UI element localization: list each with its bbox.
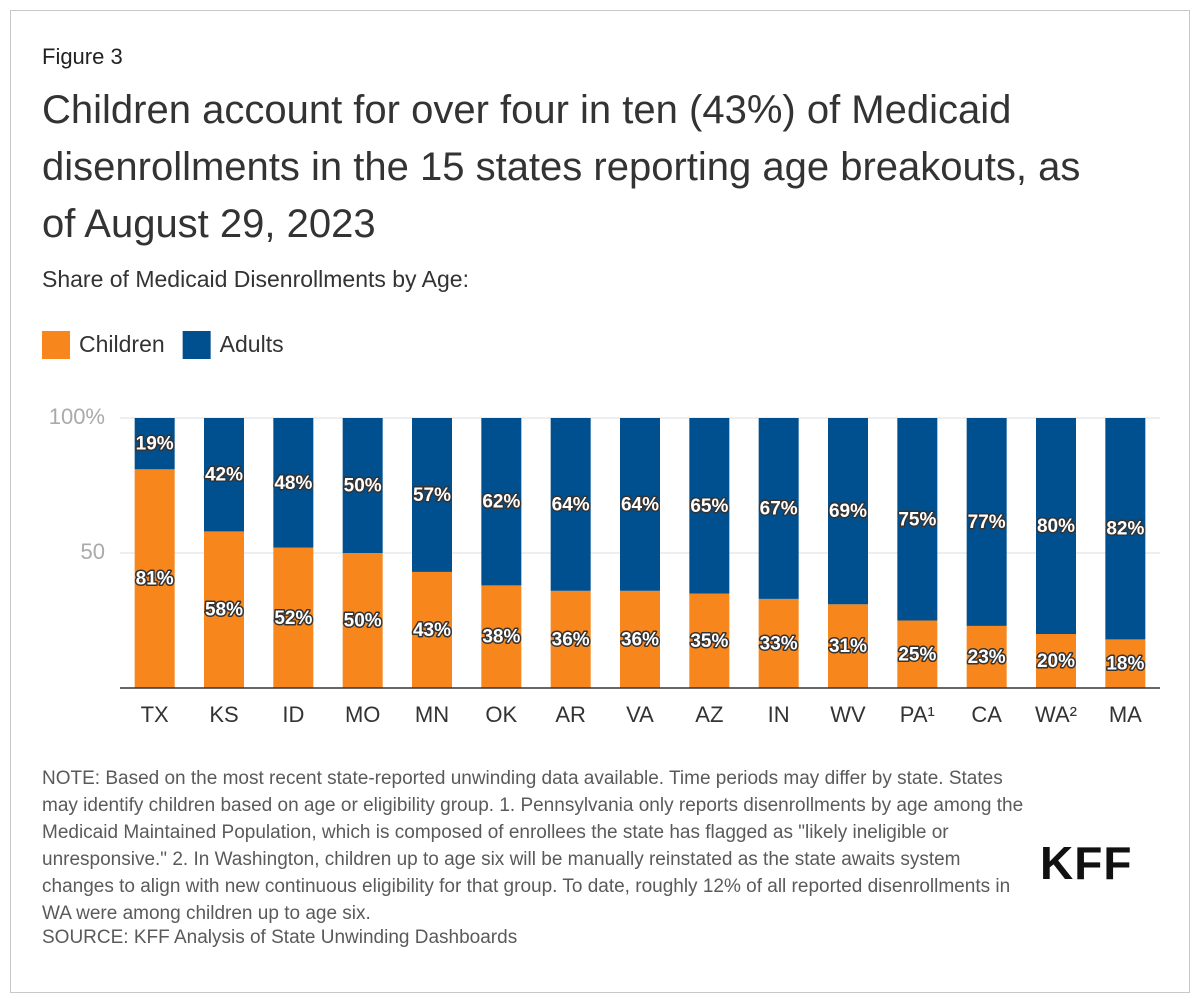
y-tick-label: 50: [81, 539, 105, 564]
data-label: 62%: [482, 492, 520, 513]
bar-segment: [758, 418, 799, 599]
data-label: 43%: [413, 620, 451, 641]
bar-segment: [966, 418, 1007, 626]
legend-label: Adults: [220, 331, 284, 357]
x-tick-label: WA²: [1035, 702, 1077, 727]
data-label: 82%: [1106, 519, 1144, 540]
data-label: 69%: [829, 501, 867, 522]
bar-segment: [620, 590, 660, 688]
bar-segment: [204, 418, 244, 532]
x-tick-label: VA: [626, 702, 654, 727]
bar-segment: [897, 418, 938, 621]
x-tick-label: MA: [1109, 702, 1142, 727]
bar-segment: [758, 598, 799, 688]
data-label: 31%: [829, 636, 867, 657]
x-tick-label: AR: [555, 702, 586, 727]
data-label: 18%: [1106, 654, 1144, 675]
chart-subtitle: Share of Medicaid Disenrollments by Age:: [42, 266, 469, 292]
bar-segment: [1036, 634, 1076, 688]
chart: Children Adults 50 100% TX KS ID MO MN OK AR VA AZ IN…: [42, 331, 1160, 727]
note: NOTE: Based on the most recent state-rep…: [42, 768, 1024, 924]
x-tick-label: CA: [971, 702, 1002, 727]
logo: KFF: [1040, 837, 1133, 889]
bar-segment: [412, 571, 452, 688]
x-tick-label: MO: [345, 702, 380, 727]
data-label: 50%: [344, 611, 382, 632]
x-tick-label: KS: [209, 702, 238, 727]
bar-segment: [620, 418, 660, 591]
bar-segment: [412, 418, 452, 572]
bar-segment: [828, 418, 868, 605]
data-label: 58%: [205, 600, 243, 621]
bar-segment: [1105, 639, 1146, 688]
bar-segment: [342, 553, 383, 688]
bar-segment: [204, 531, 244, 688]
x-tick-label: PA¹: [900, 702, 935, 727]
data-label: 81%: [136, 569, 174, 590]
bar-segment: [481, 585, 522, 688]
data-label: 25%: [898, 644, 936, 665]
frame: [10, 10, 1190, 993]
legend-label: Children: [79, 331, 165, 357]
data-label: 36%: [552, 629, 590, 650]
bar-segment: [342, 418, 383, 553]
data-label: 80%: [1037, 516, 1075, 537]
data-label: 64%: [621, 494, 659, 515]
bar-segment: [273, 418, 314, 548]
data-label: 75%: [898, 509, 936, 530]
data-label: 65%: [690, 496, 728, 517]
data-label: 23%: [968, 647, 1006, 668]
bar-segment: [1105, 418, 1146, 640]
bar-segment: [134, 469, 175, 688]
x-tick-label: OK: [485, 702, 517, 727]
data-label: 52%: [274, 608, 312, 629]
data-label: 38%: [482, 627, 520, 648]
data-label: 77%: [968, 512, 1006, 533]
x-tick-label: TX: [141, 702, 169, 727]
y-tick-label: 100%: [49, 404, 105, 429]
bar-segment: [828, 604, 868, 688]
bar-segment: [897, 620, 938, 688]
chart-title: Children account for over four in ten (4…: [42, 88, 1081, 246]
bar-segment: [550, 590, 591, 688]
bar-segment: [134, 418, 175, 470]
source: SOURCE: KFF Analysis of State Unwinding …: [42, 927, 518, 948]
data-label: 57%: [413, 485, 451, 506]
bar-segment: [689, 418, 730, 594]
x-tick-label: IN: [768, 702, 790, 727]
bar-segment: [1036, 418, 1076, 634]
x-tick-label: ID: [282, 702, 304, 727]
data-label: 48%: [274, 473, 312, 494]
x-tick-label: AZ: [695, 702, 723, 727]
bar-segment: [966, 625, 1007, 688]
data-label: 42%: [205, 465, 243, 486]
bar-segment: [273, 547, 314, 688]
x-tick-label: WV: [830, 702, 866, 727]
data-label: 20%: [1037, 651, 1075, 672]
x-tick-label: MN: [415, 702, 449, 727]
data-label: 19%: [136, 434, 174, 455]
data-label: 36%: [621, 629, 659, 650]
data-label: 64%: [552, 494, 590, 515]
data-label: 35%: [690, 631, 728, 652]
legend-swatch: [182, 331, 211, 359]
legend-swatch: [42, 331, 70, 359]
bar-segment: [550, 418, 591, 591]
figure-label: Figure 3: [42, 44, 123, 69]
data-label: 67%: [760, 498, 798, 519]
bar-segment: [481, 418, 522, 586]
data-label: 50%: [344, 476, 382, 497]
bar-segment: [689, 593, 730, 688]
data-label: 33%: [760, 633, 798, 654]
